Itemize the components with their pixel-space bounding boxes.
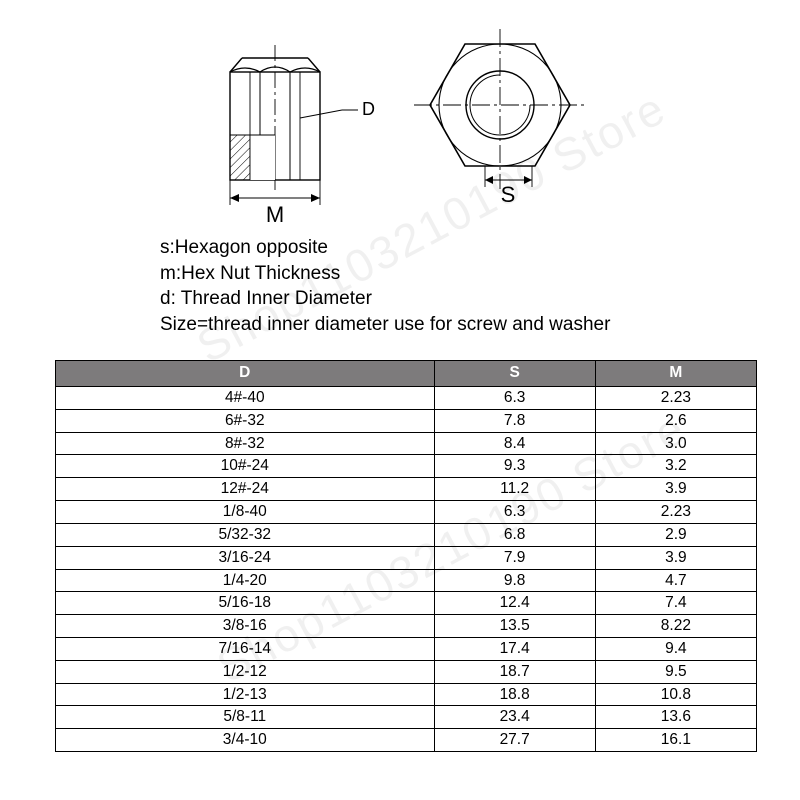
cell-s: 7.9 [434, 546, 595, 569]
cell-d: 3/8-16 [56, 615, 435, 638]
table-header-row: D S M [56, 361, 757, 387]
cell-m: 7.4 [595, 592, 756, 615]
label-s: S [501, 182, 516, 207]
cell-m: 9.4 [595, 637, 756, 660]
legend-block: s:Hexagon opposite m:Hex Nut Thickness d… [160, 235, 610, 338]
cell-d: 1/2-12 [56, 660, 435, 683]
cell-s: 6.3 [434, 501, 595, 524]
table-row: 10#-249.33.2 [56, 455, 757, 478]
cell-s: 9.8 [434, 569, 595, 592]
col-header-d: D [56, 361, 435, 387]
legend-line: d: Thread Inner Diameter [160, 286, 610, 312]
table-row: 1/8-406.32.23 [56, 501, 757, 524]
cell-s: 17.4 [434, 637, 595, 660]
table-row: 1/2-1218.79.5 [56, 660, 757, 683]
cell-d: 5/8-11 [56, 706, 435, 729]
cell-m: 4.7 [595, 569, 756, 592]
cell-m: 2.23 [595, 501, 756, 524]
cell-m: 10.8 [595, 683, 756, 706]
top-view: S [414, 29, 586, 207]
table-row: 5/16-1812.47.4 [56, 592, 757, 615]
cell-s: 9.3 [434, 455, 595, 478]
cell-m: 3.2 [595, 455, 756, 478]
cell-d: 4#-40 [56, 387, 435, 410]
col-header-s: S [434, 361, 595, 387]
cell-m: 2.23 [595, 387, 756, 410]
cell-d: 3/4-10 [56, 729, 435, 752]
table-row: 1/2-1318.810.8 [56, 683, 757, 706]
label-m: M [266, 202, 284, 227]
cell-s: 11.2 [434, 478, 595, 501]
cell-d: 1/8-40 [56, 501, 435, 524]
table-row: 1/4-209.84.7 [56, 569, 757, 592]
cell-m: 13.6 [595, 706, 756, 729]
table-row: 3/16-247.93.9 [56, 546, 757, 569]
cell-d: 10#-24 [56, 455, 435, 478]
legend-line: Size=thread inner diameter use for screw… [160, 312, 610, 338]
cell-m: 2.9 [595, 523, 756, 546]
cell-s: 13.5 [434, 615, 595, 638]
table-row: 5/8-1123.413.6 [56, 706, 757, 729]
table-row: 5/32-326.82.9 [56, 523, 757, 546]
cell-s: 27.7 [434, 729, 595, 752]
cell-m: 9.5 [595, 660, 756, 683]
dimension-table: D S M 4#-406.32.236#-327.82.68#-328.43.0… [55, 360, 757, 752]
table: D S M 4#-406.32.236#-327.82.68#-328.43.0… [55, 360, 757, 752]
table-row: 8#-328.43.0 [56, 432, 757, 455]
cell-d: 12#-24 [56, 478, 435, 501]
legend-line: s:Hexagon opposite [160, 235, 610, 261]
side-view: D M [230, 45, 375, 227]
cell-m: 8.22 [595, 615, 756, 638]
cell-d: 5/16-18 [56, 592, 435, 615]
cell-d: 6#-32 [56, 409, 435, 432]
table-row: 3/4-1027.716.1 [56, 729, 757, 752]
cell-s: 18.8 [434, 683, 595, 706]
legend-line: m:Hex Nut Thickness [160, 261, 610, 287]
cell-d: 1/2-13 [56, 683, 435, 706]
cell-m: 16.1 [595, 729, 756, 752]
table-row: 3/8-1613.58.22 [56, 615, 757, 638]
cell-s: 6.3 [434, 387, 595, 410]
cell-m: 3.9 [595, 478, 756, 501]
cell-s: 18.7 [434, 660, 595, 683]
table-row: 12#-2411.23.9 [56, 478, 757, 501]
cell-d: 8#-32 [56, 432, 435, 455]
cell-s: 23.4 [434, 706, 595, 729]
table-row: 4#-406.32.23 [56, 387, 757, 410]
cell-d: 7/16-14 [56, 637, 435, 660]
cell-s: 12.4 [434, 592, 595, 615]
label-d: D [362, 99, 375, 119]
page: Shop1103210190 Store Shop1103210190 Stor… [0, 0, 800, 800]
table-row: 7/16-1417.49.4 [56, 637, 757, 660]
cell-d: 1/4-20 [56, 569, 435, 592]
cell-s: 7.8 [434, 409, 595, 432]
cell-m: 2.6 [595, 409, 756, 432]
cell-m: 3.0 [595, 432, 756, 455]
cell-m: 3.9 [595, 546, 756, 569]
col-header-m: M [595, 361, 756, 387]
table-row: 6#-327.82.6 [56, 409, 757, 432]
technical-diagram: D M [0, 20, 800, 220]
cell-s: 6.8 [434, 523, 595, 546]
cell-s: 8.4 [434, 432, 595, 455]
cell-d: 3/16-24 [56, 546, 435, 569]
cell-d: 5/32-32 [56, 523, 435, 546]
